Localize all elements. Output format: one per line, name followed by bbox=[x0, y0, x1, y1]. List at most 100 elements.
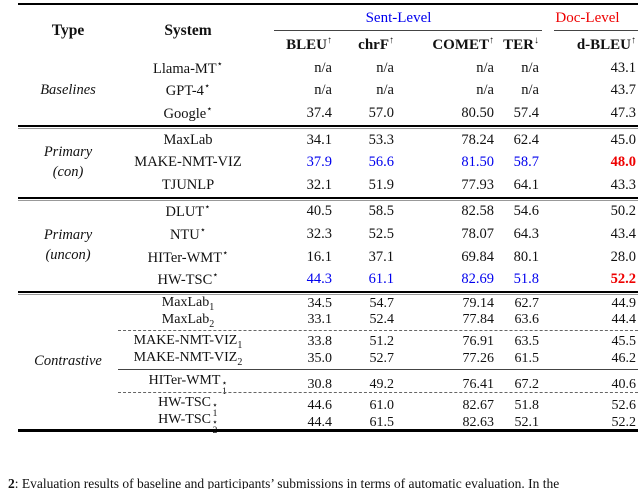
metric-value: 82.63 bbox=[462, 415, 495, 431]
up-arrow-indicator: ↑ bbox=[327, 35, 332, 46]
row-group-label-line: Contrastive bbox=[34, 352, 102, 369]
metric-value: 51.2 bbox=[369, 334, 395, 350]
metric-value: 32.1 bbox=[306, 176, 332, 193]
row-group-label: Contrastive bbox=[18, 295, 118, 428]
system-index: 1 bbox=[237, 339, 243, 351]
metric-value: 57.4 bbox=[513, 104, 539, 121]
metric-value: 63.6 bbox=[514, 312, 540, 328]
metric-value: 53.3 bbox=[368, 131, 394, 148]
metric-value: 44.6 bbox=[307, 398, 333, 414]
metric-value: 77.93 bbox=[461, 176, 494, 193]
results-table: Type System Sent-Level Doc-Level BLEU↑ ch… bbox=[18, 3, 638, 435]
system-index: 2 bbox=[209, 318, 215, 330]
metric-value: 43.4 bbox=[610, 225, 636, 242]
system-index: 1 bbox=[212, 408, 218, 419]
column-header-d-bleu: d-BLEU↑ bbox=[576, 35, 636, 54]
star-icon: ⋆ bbox=[211, 400, 218, 411]
table-row: GPT-4⋆ n/a n/a n/a n/a 43.7 bbox=[118, 80, 638, 103]
metric-value: 69.84 bbox=[461, 248, 494, 265]
metric-value: n/a bbox=[476, 82, 494, 99]
table-section: Primary (uncon) DLUT⋆ 40.5 58.5 82.58 54.6 50.2… bbox=[18, 201, 638, 291]
table-body: Baselines Llama-MT⋆ n/a n/a n/a n/a 43.1 GPT-4⋆… bbox=[18, 57, 638, 435]
metric-value: 52.5 bbox=[368, 225, 394, 242]
section-rows: MaxLab 34.1 53.3 78.24 62.4 45.0 MAKE-NMT-VIZ 3… bbox=[118, 129, 638, 197]
dashed-separator bbox=[118, 391, 638, 393]
metric-value: 43.3 bbox=[610, 176, 636, 193]
metric-value: 52.6 bbox=[611, 398, 637, 414]
star-icon: ⋆ bbox=[222, 247, 229, 259]
metric-value: 77.84 bbox=[462, 312, 495, 328]
metric-value: 81.50 bbox=[461, 154, 494, 171]
section-rows: DLUT⋆ 40.5 58.5 82.58 54.6 50.2 NTU⋆ 32.3 52.5 78… bbox=[118, 201, 638, 291]
star-subscript-mark: ⋆ 2 bbox=[211, 417, 218, 436]
row-group-label-line: (uncon) bbox=[45, 246, 91, 263]
metric-value: n/a bbox=[521, 59, 539, 76]
metric-value: 61.5 bbox=[514, 350, 540, 366]
metric-value: 35.0 bbox=[307, 350, 333, 366]
up-arrow-indicator: ↑ bbox=[389, 35, 394, 46]
column-header-bleu: BLEU↑ bbox=[286, 35, 332, 54]
system-name: HW-TSC ⋆ 2 bbox=[158, 411, 218, 436]
metric-value: 33.1 bbox=[307, 312, 333, 328]
column-header-ter: TER↓ bbox=[503, 35, 539, 54]
system-index: 2 bbox=[237, 356, 243, 368]
metric-value: 32.3 bbox=[306, 225, 332, 242]
metric-value: 82.58 bbox=[461, 203, 494, 220]
metric-value: 52.4 bbox=[369, 312, 395, 328]
column-header-comet: COMET↑ bbox=[432, 35, 494, 54]
metric-value: 33.8 bbox=[307, 334, 333, 350]
table-row: MaxLab 34.1 53.3 78.24 62.4 45.0 bbox=[118, 129, 638, 152]
star-icon: ⋆ bbox=[204, 202, 211, 214]
row-group-label-line: (con) bbox=[52, 163, 84, 180]
table-section: Contrastive MaxLab1 34.5 54.7 79.14 62.7 44.9 M… bbox=[18, 295, 638, 435]
system-name: NTU⋆ bbox=[169, 225, 207, 243]
metric-value: 16.1 bbox=[306, 248, 332, 265]
doc-level-rule bbox=[554, 30, 638, 31]
metric-value: 52.7 bbox=[369, 350, 395, 366]
star-icon: ⋆ bbox=[211, 417, 218, 428]
metric-value: 57.0 bbox=[368, 104, 394, 121]
column-header-system: System bbox=[164, 22, 212, 39]
metric-value: 54.7 bbox=[369, 295, 395, 311]
system-name: HITer-WMT⋆ bbox=[147, 247, 229, 266]
metric-value: 76.91 bbox=[462, 334, 495, 350]
metric-value: 61.5 bbox=[369, 415, 395, 431]
metric-value: 61.0 bbox=[369, 398, 395, 414]
metric-value: 43.7 bbox=[610, 82, 636, 99]
star-icon: ⋆ bbox=[221, 379, 228, 390]
column-group-sent-level: Sent-Level bbox=[258, 5, 542, 31]
metric-value: 51.8 bbox=[513, 271, 539, 288]
table-row: NTU⋆ 32.3 52.5 78.07 64.3 43.4 bbox=[118, 223, 638, 246]
metric-value: 40.5 bbox=[306, 203, 332, 220]
table-row: HITer-WMT⋆ 16.1 37.1 69.84 80.1 28.0 bbox=[118, 246, 638, 269]
table-row: HW-TSC ⋆ 1 44.6 61.0 82.67 51.8 52.6 bbox=[118, 395, 638, 419]
section-divider-rule bbox=[18, 124, 638, 129]
system-name: HITer-WMT ⋆ 1 bbox=[148, 373, 228, 398]
metric-value: 51.9 bbox=[368, 176, 394, 193]
column-header-chrf: chrF↑ bbox=[358, 35, 394, 54]
row-group-label-line: Baselines bbox=[40, 82, 96, 99]
row-group-label-line: Primary bbox=[43, 144, 93, 161]
metric-value: 62.7 bbox=[514, 295, 540, 311]
caption-number: 2 bbox=[8, 476, 15, 489]
caption-text: : Evaluation results of baseline and par… bbox=[14, 476, 560, 489]
system-name: Llama-MT⋆ bbox=[153, 58, 223, 77]
metric-value: 49.2 bbox=[369, 376, 395, 392]
metric-value: 43.1 bbox=[610, 59, 636, 76]
table-row: HW-TSC⋆ 44.3 61.1 82.69 51.8 52.2 bbox=[118, 268, 638, 291]
star-icon: ⋆ bbox=[203, 81, 211, 93]
column-header-type: Type bbox=[51, 22, 85, 39]
star-icon: ⋆ bbox=[216, 58, 223, 70]
doc-level-label: Doc-Level bbox=[555, 9, 620, 26]
metric-value: n/a bbox=[476, 59, 494, 76]
section-rows: MaxLab1 34.5 54.7 79.14 62.7 44.9 MaxLab2 33.1 5… bbox=[118, 295, 638, 435]
metric-value: 51.8 bbox=[514, 398, 540, 414]
table-row: Llama-MT⋆ n/a n/a n/a n/a 43.1 bbox=[118, 57, 638, 80]
metric-value: 63.5 bbox=[514, 334, 540, 350]
table-row: Google⋆ 37.4 57.0 80.50 57.4 47.3 bbox=[118, 102, 638, 125]
metric-value: 50.2 bbox=[610, 203, 636, 220]
section-rows: Llama-MT⋆ n/a n/a n/a n/a 43.1 GPT-4⋆ n/a n/a n/a… bbox=[118, 57, 638, 125]
metric-value: 48.0 bbox=[610, 154, 636, 171]
sent-level-label: Sent-Level bbox=[365, 9, 432, 26]
